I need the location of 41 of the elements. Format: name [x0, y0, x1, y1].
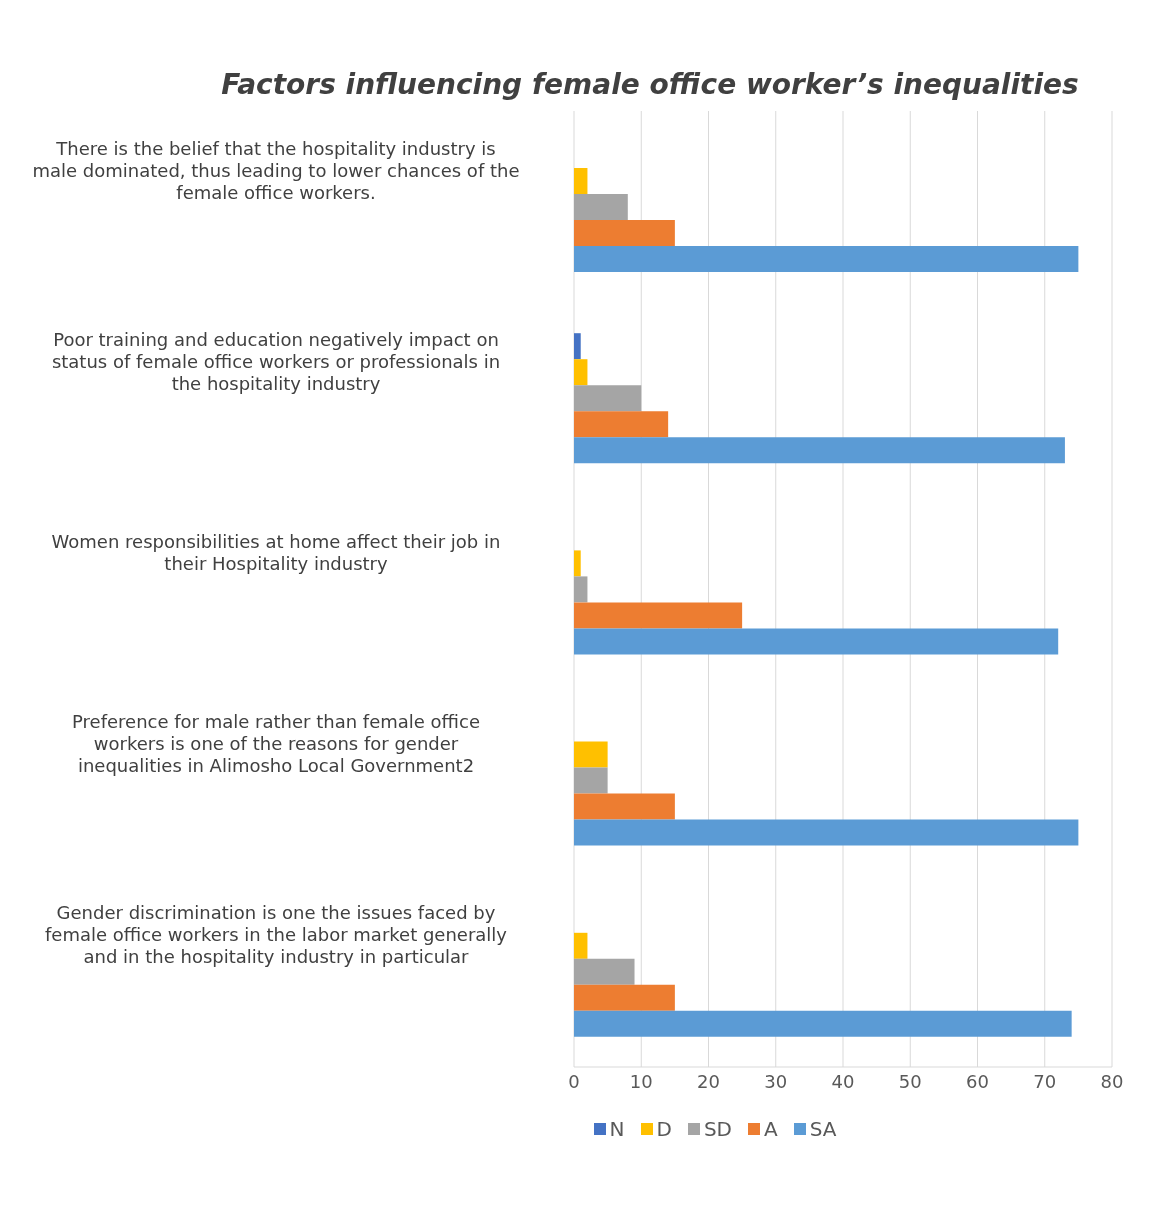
- bar: [574, 932, 588, 959]
- x-tick-label: 50: [898, 1070, 922, 1092]
- bar: [574, 246, 1079, 272]
- x-tick-label: 30: [764, 1070, 788, 1092]
- chart-title: Factors influencing female office worker’s inequalities: [220, 67, 1080, 101]
- bar: [574, 550, 581, 577]
- bar: [574, 602, 743, 629]
- bar: [574, 1010, 1072, 1037]
- x-tick-label: 80: [1100, 1070, 1124, 1092]
- y-tick-label: Preference for male rather than female office workers is one of the reasons for gender inequalities in Alimosho Local Government2: [72, 711, 480, 777]
- bar: [574, 628, 1059, 655]
- bar: [574, 220, 675, 246]
- bar: [574, 385, 642, 412]
- legend-label: N: [609, 1117, 625, 1141]
- bar: [574, 359, 588, 386]
- bar: [574, 576, 588, 603]
- y-tick-label: There is the belief that the hospitality industry is male dominated, thus leading to lower chances of the female office workers.: [32, 137, 520, 203]
- legend-label: SA: [809, 1117, 837, 1141]
- x-tick-label: 0: [568, 1070, 580, 1092]
- bar: [574, 984, 675, 1011]
- bar: [574, 194, 628, 220]
- bar: [574, 819, 1079, 846]
- bar: [574, 333, 581, 360]
- y-tick-label: Gender discrimination is one the issues faced by female office workers in the labor market generally and in the hospitality industry in particular: [44, 902, 508, 968]
- bar: [574, 767, 608, 794]
- bar: [574, 437, 1065, 464]
- y-tick-label: Poor training and education negatively impact on status of female office workers or professionals in the hospitality industry: [51, 328, 501, 394]
- legend-label: SD: [703, 1117, 733, 1141]
- x-tick-label: 70: [1033, 1070, 1057, 1092]
- x-tick-label: 20: [697, 1070, 720, 1092]
- y-tick-label: Women responsibilities at home affect their job in their Hospitality industry: [51, 531, 501, 574]
- legend-label: A: [764, 1117, 778, 1141]
- bar: [574, 793, 675, 820]
- bar: [574, 168, 588, 194]
- bar: [574, 958, 635, 985]
- x-tick-label: 40: [831, 1070, 855, 1092]
- x-tick-label: 10: [629, 1070, 653, 1092]
- bar: [574, 411, 669, 438]
- bar: [574, 741, 608, 768]
- x-tick-label: 60: [966, 1070, 989, 1092]
- legend-label: D: [656, 1117, 672, 1141]
